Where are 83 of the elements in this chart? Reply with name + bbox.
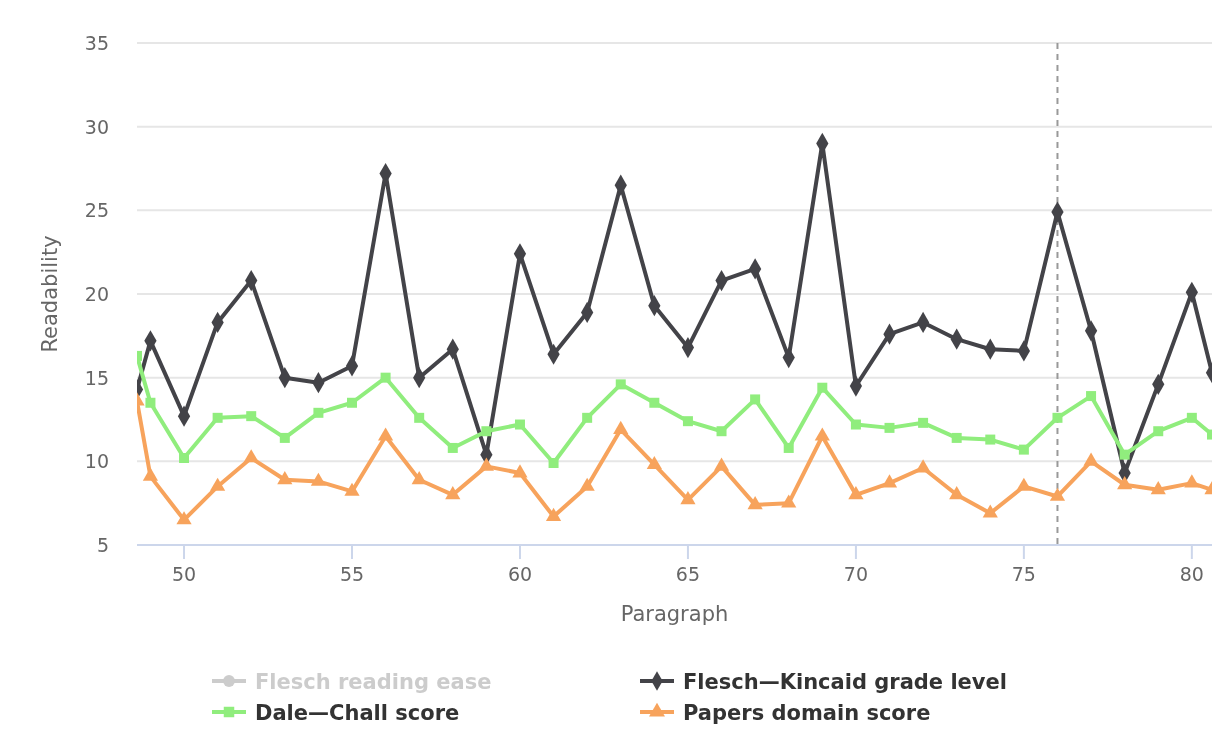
point [680,491,696,505]
point [142,467,159,481]
y-tick-label: 5 [96,534,109,556]
point [1184,474,1200,488]
point [716,426,727,437]
y-tick-label: 15 [84,366,109,389]
x-tick-label: 60 [507,563,533,585]
point [884,422,895,433]
point [1150,481,1166,495]
legend-label: Papers domain score [683,701,931,725]
point [310,472,326,486]
point [445,486,461,500]
point [881,474,898,488]
point [145,397,156,408]
legend-label: Flesch—Kincaid grade level [683,670,1007,694]
point [951,432,962,443]
point [918,417,929,428]
point [985,434,996,445]
x-tick-label: 50 [171,563,197,585]
point [1119,449,1130,460]
y-tick-label: 35 [84,32,109,54]
point [447,442,458,453]
point [613,420,629,434]
point [414,412,425,423]
point [210,477,226,491]
y-tick-label: 10 [84,450,109,473]
point [478,457,494,471]
point [615,379,626,390]
point [646,455,662,470]
y-tick-label: 25 [84,199,109,222]
y-tick-label: 30 [84,115,109,138]
point [347,397,357,408]
point [279,432,290,443]
point [1049,487,1066,501]
point [545,507,562,521]
y-tick-label: 20 [84,283,109,305]
point [179,452,190,463]
point [246,411,257,422]
point [747,496,763,510]
point [344,482,360,496]
point [814,427,830,441]
point [783,442,794,453]
point [313,407,324,418]
point [1018,444,1029,455]
point [1117,475,1133,490]
point [915,459,931,473]
point [1153,426,1164,437]
x-tick-label: 70 [843,563,868,585]
point [212,412,223,423]
point [817,382,828,393]
point [781,494,797,508]
x-tick-label: 75 [1011,563,1036,585]
point [949,486,965,500]
y-axis-title: Readability [38,235,62,353]
point [848,486,864,500]
point [514,419,525,430]
point [512,464,528,478]
point [682,416,693,427]
point [378,427,394,441]
x-axis-title: Paragraph [620,602,729,626]
point [548,458,559,469]
x-tick-label: 80 [1179,563,1204,585]
point [411,470,427,485]
point [982,504,998,518]
point [380,372,391,383]
x-tick-label: 55 [339,563,365,585]
point [1052,412,1063,423]
point [649,397,660,408]
point [176,511,192,525]
point [1086,391,1097,402]
point [579,477,595,491]
point [1186,412,1197,423]
point [850,419,861,430]
point [243,449,259,463]
point [481,426,492,437]
point [713,457,730,471]
point [1083,452,1099,466]
point [582,412,593,423]
point [750,394,761,405]
point [277,470,293,485]
point [1016,477,1032,491]
x-tick-label: 65 [675,563,701,585]
legend-label: Dale—Chall score [255,701,460,725]
